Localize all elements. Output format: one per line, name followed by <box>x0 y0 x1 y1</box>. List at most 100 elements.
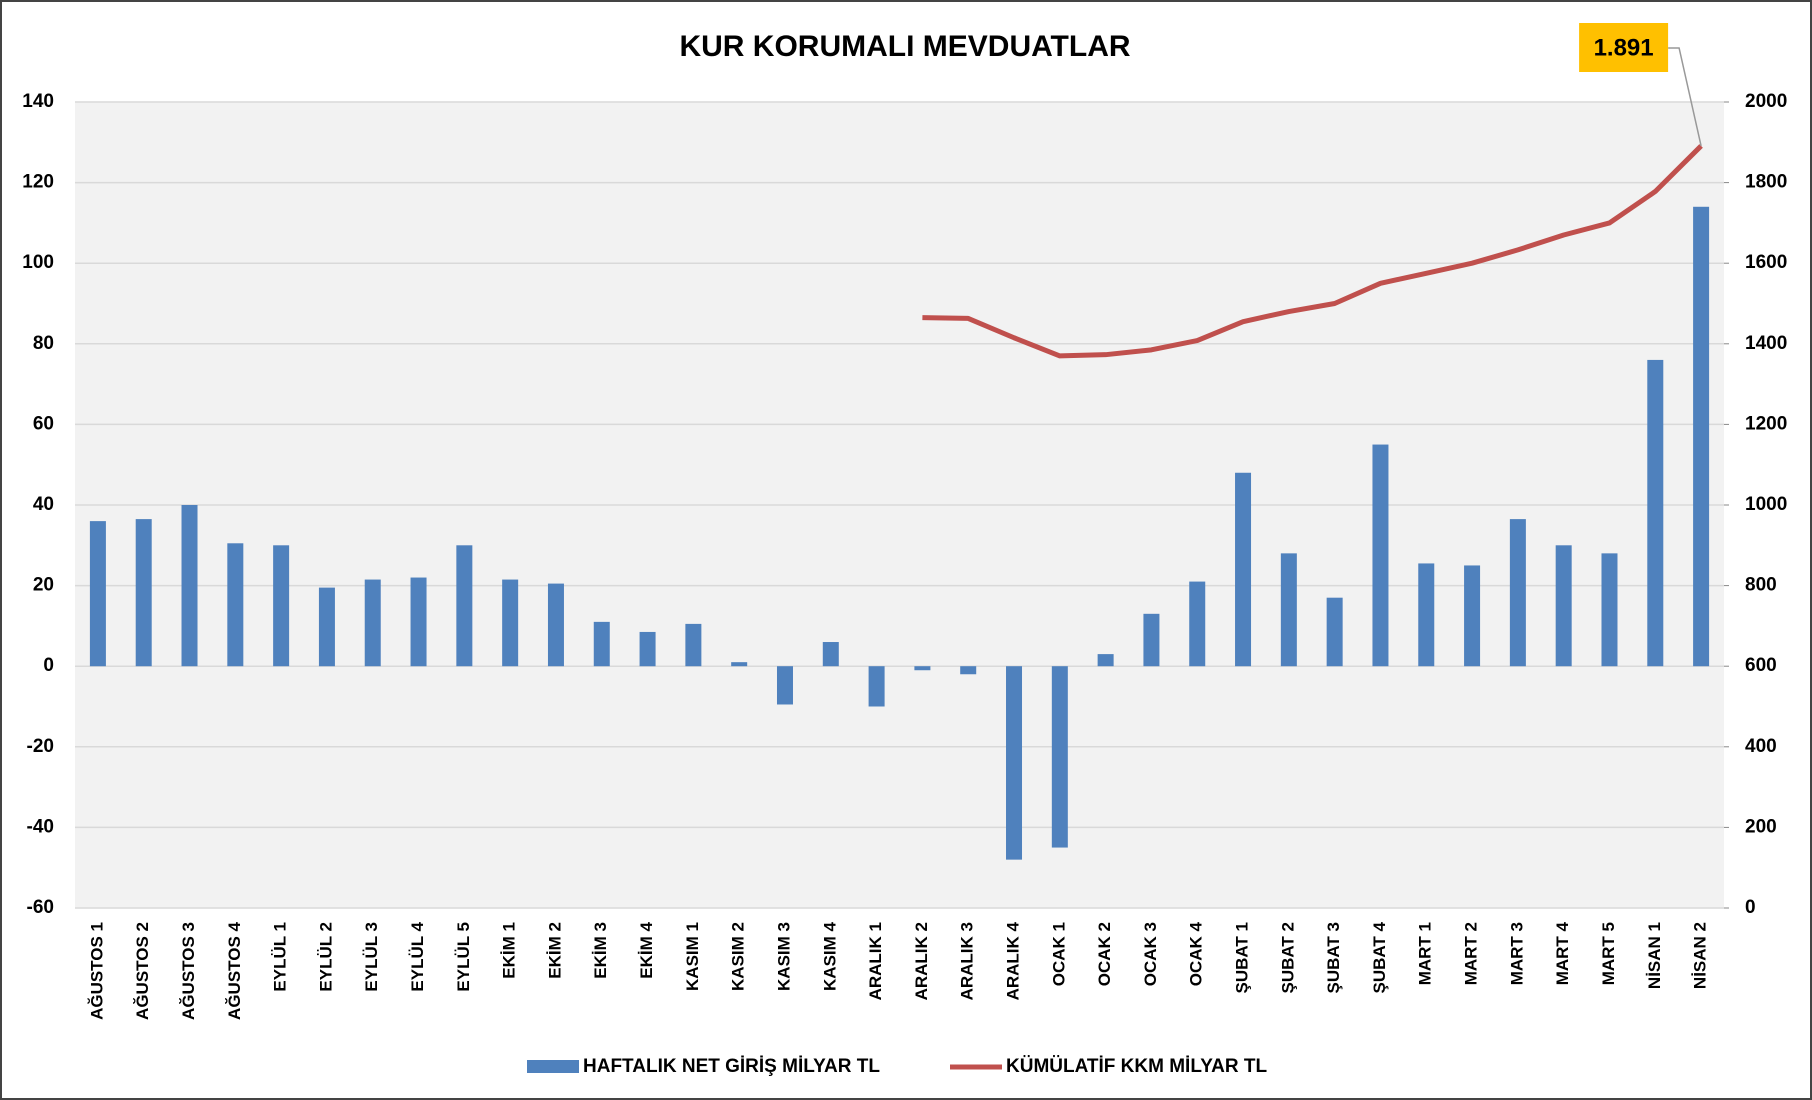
x-tick-label: EKİM 3 <box>591 922 610 979</box>
chart-title: KUR KORUMALI MEVDUATLAR <box>679 30 1130 63</box>
x-tick-label: AĞUSTOS 3 <box>179 922 198 1020</box>
x-tick-label: EYLÜL 5 <box>454 922 473 992</box>
x-tick-label: KASIM 1 <box>683 922 702 991</box>
bar <box>456 545 473 667</box>
y-tick-label: 20 <box>33 575 54 596</box>
bar <box>1189 581 1206 667</box>
y2-tick-label: 0 <box>1745 897 1756 918</box>
bar <box>547 583 564 667</box>
bar <box>1509 519 1526 667</box>
x-tick-label: OCAK 1 <box>1049 922 1068 986</box>
x-tick-label: OCAK 4 <box>1187 921 1206 986</box>
y2-tick-label: 2000 <box>1745 91 1787 112</box>
x-tick-label: ARALIK 1 <box>866 922 885 1000</box>
x-tick-label: MART 2 <box>1462 922 1481 985</box>
x-tick-label: ŞUBAT 2 <box>1278 922 1297 993</box>
x-tick-label: ARALIK 4 <box>1003 921 1022 1000</box>
bar <box>1555 545 1572 667</box>
bar <box>639 631 656 667</box>
legend-label: HAFTALIK NET GİRİŞ MİLYAR TL <box>583 1056 880 1077</box>
bar <box>822 642 839 667</box>
value-label: 1.891 <box>1594 34 1654 61</box>
bar <box>1280 553 1297 667</box>
y-tick-label: -40 <box>27 816 54 837</box>
bar <box>364 579 381 667</box>
x-tick-label: ŞUBAT 1 <box>1233 922 1252 993</box>
x-tick-label: ŞUBAT 3 <box>1324 922 1343 993</box>
x-tick-label: EKİM 1 <box>500 922 519 979</box>
y2-tick-label: 200 <box>1745 816 1777 837</box>
x-tick-label: AĞUSTOS 2 <box>133 922 152 1020</box>
bar <box>1097 654 1114 667</box>
x-tick-label: ARALIK 2 <box>912 922 931 1000</box>
bar <box>1326 597 1343 667</box>
bar <box>502 579 519 667</box>
y2-tick-label: 1000 <box>1745 494 1787 515</box>
bar <box>960 666 977 675</box>
x-tick-label: ARALIK 3 <box>958 922 977 1000</box>
x-tick-label: EYLÜL 4 <box>408 921 427 991</box>
y2-tick-label: 800 <box>1745 575 1777 596</box>
x-tick-label: AĞUSTOS 1 <box>87 922 106 1020</box>
x-tick-label: MART 3 <box>1507 922 1526 985</box>
bar <box>914 666 931 671</box>
y2-tick-label: 1400 <box>1745 333 1787 354</box>
y-tick-label: -60 <box>27 897 54 918</box>
bar <box>1693 206 1710 667</box>
leader-line <box>1668 47 1702 147</box>
bar <box>181 505 198 667</box>
x-tick-label: EKİM 4 <box>637 921 656 978</box>
y-tick-label: 120 <box>22 172 54 193</box>
value-label-box <box>1579 23 1669 72</box>
x-tick-label: MART 4 <box>1553 921 1572 985</box>
bar <box>410 577 427 667</box>
legend-swatch <box>527 1060 579 1073</box>
bar <box>318 587 335 667</box>
bar <box>868 666 885 707</box>
bar <box>227 543 244 667</box>
y2-tick-label: 600 <box>1745 655 1777 676</box>
bar <box>1464 565 1481 667</box>
bar <box>593 621 610 667</box>
x-tick-label: EKİM 2 <box>545 922 564 979</box>
bar <box>89 521 106 667</box>
bar <box>776 666 793 705</box>
bar <box>1372 444 1389 667</box>
y2-tick-label: 1200 <box>1745 413 1787 434</box>
x-tick-label: OCAK 3 <box>1141 922 1160 986</box>
bar <box>135 519 152 667</box>
bar <box>1418 563 1435 667</box>
x-tick-label: OCAK 2 <box>1095 922 1114 986</box>
y-tick-label: -20 <box>27 736 54 757</box>
y2-tick-label: 1800 <box>1745 172 1787 193</box>
bar <box>1051 666 1068 848</box>
bar <box>1601 553 1618 667</box>
x-tick-label: EYLÜL 1 <box>271 922 290 992</box>
x-tick-label: KASIM 4 <box>820 921 839 991</box>
bar <box>1647 359 1664 667</box>
y-tick-label: 140 <box>22 91 54 112</box>
y-tick-label: 80 <box>33 333 54 354</box>
x-tick-label: NİSAN 2 <box>1691 922 1710 989</box>
x-tick-label: KASIM 2 <box>729 922 748 991</box>
x-tick-label: AĞUSTOS 4 <box>225 921 244 1019</box>
y-tick-label: 60 <box>33 413 54 434</box>
legend-label: KÜMÜLATİF KKM MİLYAR TL <box>1006 1056 1267 1077</box>
x-tick-label: MART 5 <box>1599 922 1618 985</box>
y-tick-label: 40 <box>33 494 54 515</box>
x-tick-label: EYLÜL 3 <box>362 922 381 992</box>
y-tick-label: 0 <box>43 655 54 676</box>
x-tick-label: NİSAN 1 <box>1645 922 1664 989</box>
y2-tick-label: 1600 <box>1745 252 1787 273</box>
x-tick-label: KASIM 3 <box>774 922 793 991</box>
y2-tick-label: 400 <box>1745 736 1777 757</box>
x-tick-label: MART 1 <box>1416 922 1435 985</box>
bar <box>731 662 748 667</box>
x-tick-label: ŞUBAT 4 <box>1370 921 1389 993</box>
bar <box>1235 472 1252 667</box>
bar <box>273 545 290 667</box>
bar <box>685 623 702 667</box>
bar <box>1143 613 1160 667</box>
y-tick-label: 100 <box>22 252 54 273</box>
x-tick-label: EYLÜL 2 <box>316 922 335 992</box>
